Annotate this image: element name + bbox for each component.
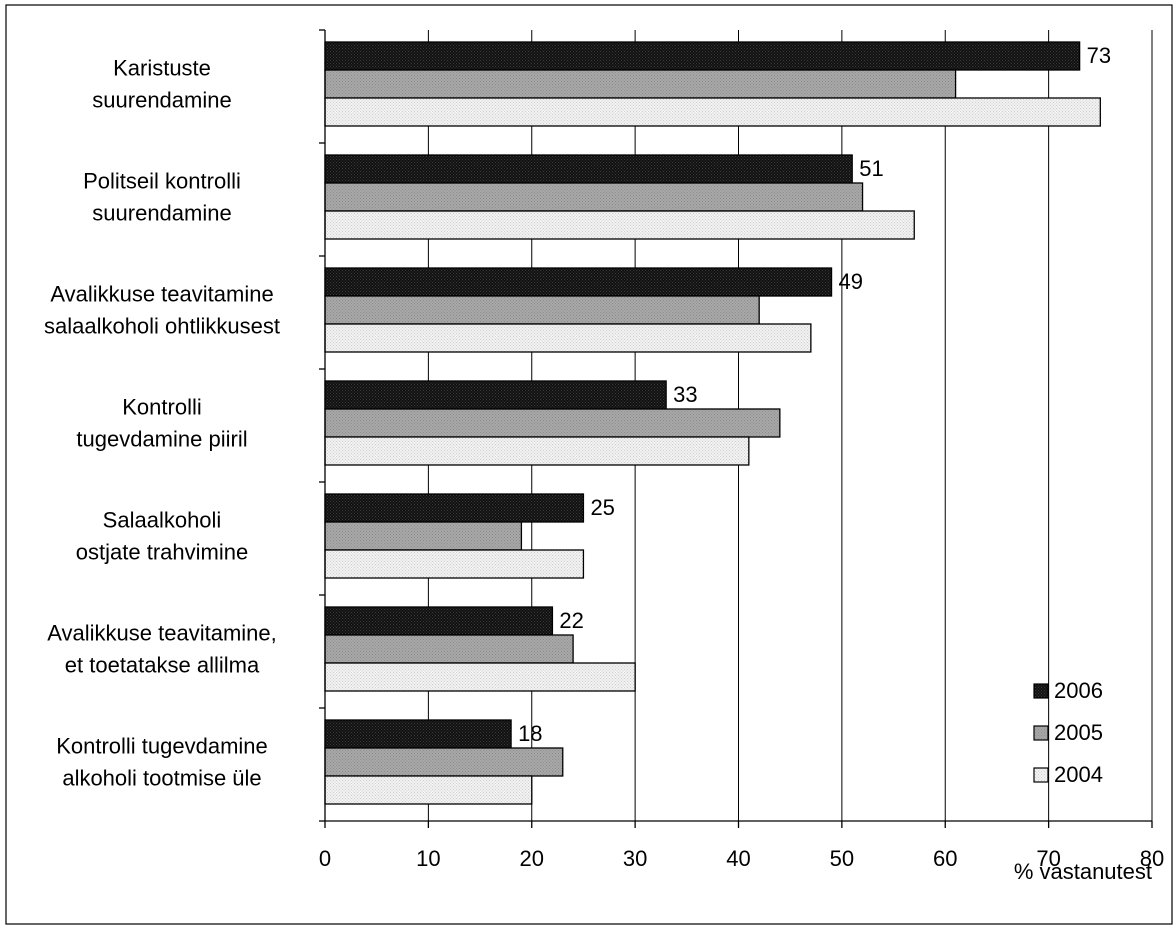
category-label: Avalikkuse teavitamine salaalkoholi ohtli… xyxy=(44,282,280,339)
data-label: 18 xyxy=(518,721,542,746)
data-label: 49 xyxy=(839,269,863,294)
legend-label-2006: 2006 xyxy=(1054,678,1103,703)
bar-2005 xyxy=(324,295,760,325)
bar-2005 xyxy=(324,521,523,551)
category-label: Kontrolli tugevdamine alkoholi tootmise ü… xyxy=(56,734,268,791)
bar-2006 xyxy=(324,267,833,297)
legend-swatch-2006 xyxy=(1033,683,1049,699)
category-label: Kontrolli tugevdamine piiril xyxy=(76,395,247,452)
category-label: Karistuste suurendamine xyxy=(92,56,231,113)
bar-2004 xyxy=(324,775,533,805)
data-label: 22 xyxy=(559,608,583,633)
bar-2006 xyxy=(324,493,585,523)
bar-2006 xyxy=(324,606,554,636)
category-label: Politseil kontrolli suurendamine xyxy=(83,169,241,226)
bars xyxy=(324,41,1101,805)
bar-2005 xyxy=(324,408,781,438)
legend-label-2004: 2004 xyxy=(1054,762,1103,787)
bar-2006 xyxy=(324,719,512,749)
x-tick-label: 60 xyxy=(933,846,957,871)
data-label: 51 xyxy=(859,156,883,181)
data-label: 73 xyxy=(1087,43,1111,68)
x-tick-label: 70 xyxy=(1036,846,1060,871)
bar-2006 xyxy=(324,154,853,184)
data-labels: 73 51 49 33 25 22 18 xyxy=(518,43,1111,746)
bar-2004 xyxy=(324,436,750,466)
legend-label-2005: 2005 xyxy=(1054,720,1103,745)
bar-2004 xyxy=(324,97,1101,127)
bar-2005 xyxy=(324,182,864,212)
legend-swatch-2005 xyxy=(1033,725,1049,741)
category-label: Avalikkuse teavitamine, et toetatakse all… xyxy=(47,621,277,678)
bar-2005 xyxy=(324,747,564,777)
category-labels: Karistuste suurendamine Politseil kontroll… xyxy=(44,56,280,791)
bar-2004 xyxy=(324,210,915,240)
x-tick-label: 0 xyxy=(319,846,331,871)
x-axis-title: % vastanutest xyxy=(1014,859,1152,884)
data-label: 25 xyxy=(590,495,614,520)
bar-2006 xyxy=(324,380,667,410)
bar-2005 xyxy=(324,69,957,99)
x-tick-label: 80 xyxy=(1140,846,1164,871)
x-tick-label: 30 xyxy=(623,846,647,871)
bar-2004 xyxy=(324,549,585,579)
x-tick-label: 40 xyxy=(726,846,750,871)
category-label: Salaalkoholi ostjate trahvimine xyxy=(76,508,248,565)
data-label: 33 xyxy=(673,382,697,407)
x-tick-labels: 0 10 20 30 40 50 60 70 80 xyxy=(319,846,1164,871)
legend: 2006 2005 2004 xyxy=(1033,678,1103,787)
x-tick-label: 10 xyxy=(416,846,440,871)
bar-2005 xyxy=(324,634,574,664)
bar-2006 xyxy=(324,41,1081,71)
bar-2004 xyxy=(324,662,636,692)
x-tick-label: 20 xyxy=(520,846,544,871)
bar-2004 xyxy=(324,323,812,353)
legend-swatch-2004 xyxy=(1033,767,1049,783)
axes xyxy=(319,29,1153,828)
x-tick-label: 50 xyxy=(830,846,854,871)
